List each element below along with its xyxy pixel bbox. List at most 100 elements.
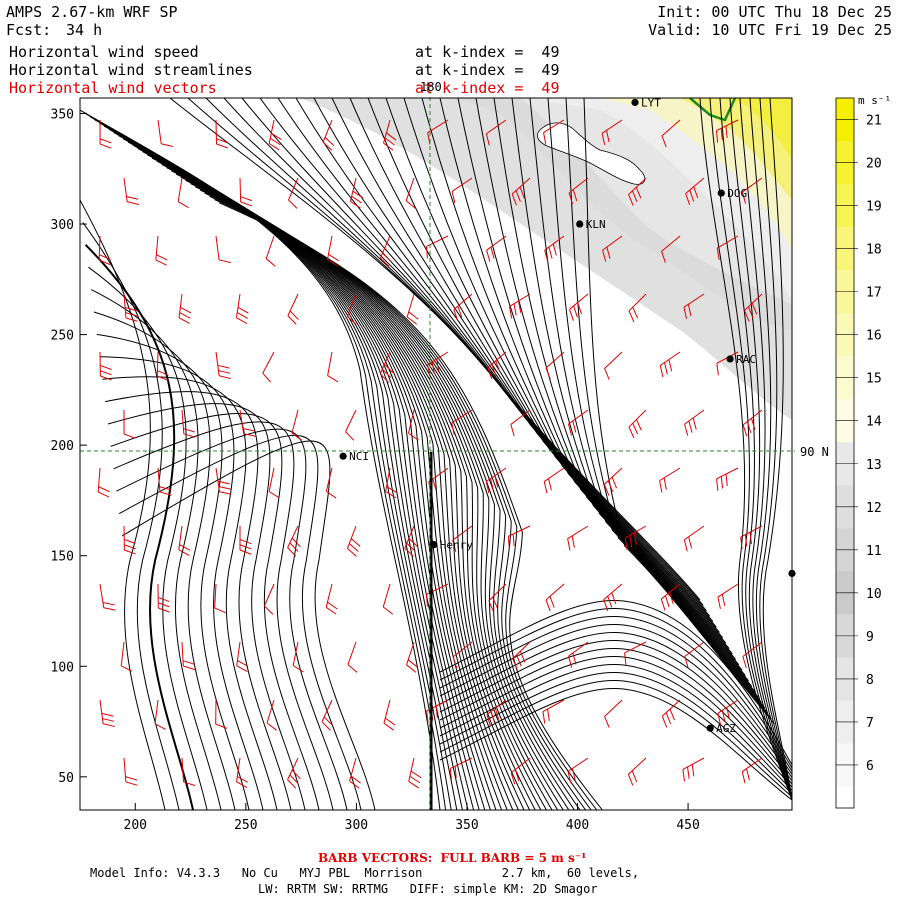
wind-barb [322,119,335,151]
streamline [331,98,730,649]
wind-barb [404,525,418,557]
wind-barb [624,525,647,550]
wind-barb [568,641,589,668]
y-tick-label: 100 [51,660,74,675]
colorbar-label: 21 [866,114,882,129]
streamline [529,98,766,709]
field-level-streamlines: at k-index = 49 [415,61,560,79]
streamline [121,440,376,810]
wind-barb [178,525,191,556]
streamline [110,413,320,810]
field-name-streamlines: Horizontal wind streamlines [9,61,253,79]
wind-barb [177,177,189,209]
wind-barb [383,119,397,151]
colorbar-label: 8 [866,673,874,688]
wind-barb [485,467,507,494]
colorbar-label: 19 [866,200,882,215]
parallel-label: 90 N [800,445,829,459]
wind-barb [405,177,416,209]
streamline [102,376,278,810]
wind-barb [543,119,565,145]
station-label: LYT [641,96,661,109]
colorbar-unit: m s⁻¹ [858,94,891,107]
wind-barb [321,699,333,731]
wind-barb [628,293,647,323]
wind-barb [602,235,623,262]
wind-barb [487,351,507,380]
streamline [565,98,772,720]
streamline [277,98,720,633]
wind-barb [628,409,647,439]
station-label: KLN [586,218,606,231]
colorbar: 21 20 19 18 17 16 15 14 13 12 11 10 9 8 7 6 [835,97,882,809]
wind-barb [716,235,739,260]
field-name-speed: Horizontal wind speed [9,43,199,61]
streamline [749,98,792,801]
wind-barb [545,583,565,612]
wind-barb [157,119,174,147]
streamline [439,664,792,791]
wind-barb [661,699,681,728]
colorbar-label: 13 [866,458,882,473]
streamline [739,98,792,801]
wind-barb [569,293,589,321]
streamline [90,289,222,810]
wind-barb [327,351,339,383]
wind-barb [181,757,196,786]
x-tick-label: 450 [676,818,699,833]
wind-barb [451,177,473,204]
colorbar-label: 15 [866,372,882,387]
streamline [729,98,792,801]
wind-barb [449,757,473,781]
wind-barb [604,351,623,380]
wind-barb [383,699,396,731]
wind-barb [742,641,763,669]
wind-barb [544,235,565,262]
streamline [421,98,746,676]
colorbar-label: 17 [866,286,882,301]
wind-barb [661,235,681,263]
station-label: AGZ [716,722,736,735]
forecast-hours: 34 h [66,21,103,39]
wind-barb [510,409,531,437]
streamline [439,608,792,769]
x-tick-label: 300 [345,818,368,833]
wind-barb [215,119,228,149]
wind-barb [682,757,705,782]
model-title: AMPS 2.67-km WRF SP [6,3,178,21]
wind-barb [488,583,507,612]
streamline [99,356,264,810]
colorbar-label: 18 [866,243,882,258]
wind-barb [624,641,647,665]
wind-barb [510,757,531,785]
y-tick-label: 350 [51,107,74,122]
y-tick-label: 50 [58,771,74,786]
streamline [185,179,564,810]
wind-barb [265,235,276,267]
colorbar-label: 11 [866,544,882,559]
wind-barb [740,525,763,550]
wind-barb [683,293,705,319]
wind-barb [567,525,589,551]
streamline [96,333,250,810]
streamline [367,98,737,660]
streamline [709,98,792,801]
wind-barb [155,235,168,266]
wind-barb [123,293,138,322]
x-tick-label: 400 [566,818,589,833]
streamline [82,222,180,810]
wind-barb [215,235,231,264]
wind-barb [346,293,357,325]
wind-barb [659,351,681,378]
wind-barb [287,757,301,789]
wind-barb [741,177,763,204]
colorbar-frame [835,97,855,809]
wind-barb [742,409,763,437]
streamline [190,183,570,810]
streamline [214,199,598,810]
streamline [105,391,292,810]
streamline [439,632,792,778]
station-label: Henry [440,539,473,552]
wind-barb [239,409,256,437]
wind-barb [157,467,172,496]
